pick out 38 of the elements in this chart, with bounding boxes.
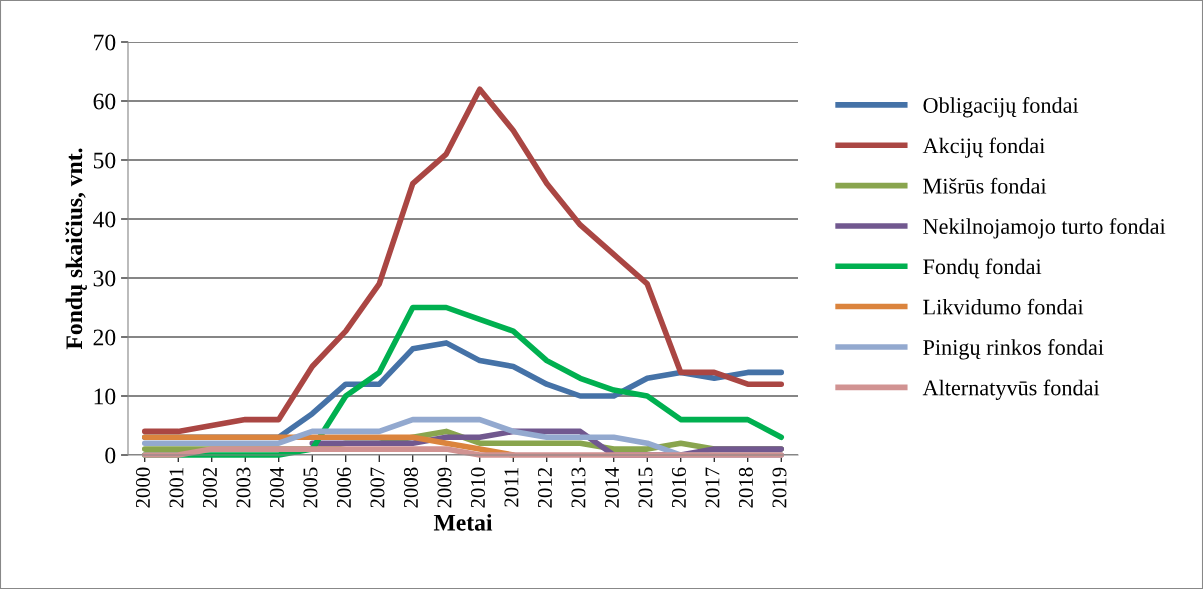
x-tick-label: 2019: [772, 467, 787, 508]
y-tick-label: 0: [105, 447, 116, 464]
x-tick-label: 2008: [403, 467, 418, 508]
y-axis-title: Fondų skaičius, vnt.: [65, 148, 87, 350]
y-tick-label: 30: [93, 270, 116, 287]
x-tick-label: 2017: [705, 467, 720, 508]
legend-label: Fondų fondai: [923, 258, 1042, 279]
x-tick-label: 2002: [202, 467, 217, 508]
y-tick-label: 40: [93, 211, 116, 228]
legend-label: Obligacijų fondai: [923, 97, 1079, 118]
x-tick-label: 2004: [269, 467, 284, 508]
x-tick-label: 2007: [370, 467, 385, 508]
x-tick-label: 2009: [437, 467, 452, 508]
y-tick-label: 20: [93, 329, 116, 346]
y-tick-label: 60: [93, 93, 116, 110]
y-tick-label: 70: [94, 34, 116, 51]
x-tick-label: 2006: [336, 467, 351, 508]
legend-label: Alternatyvūs fondai: [922, 379, 1100, 400]
legend-label: Nekilnojamojo turto fondai: [923, 218, 1166, 239]
legend-label: Akcijų fondai: [922, 137, 1045, 158]
x-tick-label: 2001: [169, 468, 184, 508]
x-tick-label: 2014: [604, 467, 619, 508]
x-tick-label: 2003: [236, 467, 251, 508]
legend-label: Likvidumo fondai: [923, 298, 1084, 315]
legend-label: Mišrūs fondai: [923, 177, 1047, 194]
x-tick-label: 2013: [571, 467, 586, 508]
x-tick-label: 2011: [504, 468, 519, 507]
x-tick-label: 2000: [135, 467, 150, 508]
x-axis-title: Metai: [433, 514, 493, 531]
x-tick-label: 2018: [738, 467, 753, 508]
y-tick-label: 50: [93, 152, 116, 169]
y-tick-label: 10: [94, 388, 116, 405]
x-tick-label: 2016: [671, 467, 686, 508]
x-tick-label: 2015: [638, 467, 653, 508]
x-tick-label: 2005: [303, 467, 318, 508]
legend-label: Pinigų rinkos fondai: [923, 339, 1104, 360]
x-tick-label: 2010: [470, 467, 485, 508]
x-tick-label: 2012: [537, 467, 552, 508]
